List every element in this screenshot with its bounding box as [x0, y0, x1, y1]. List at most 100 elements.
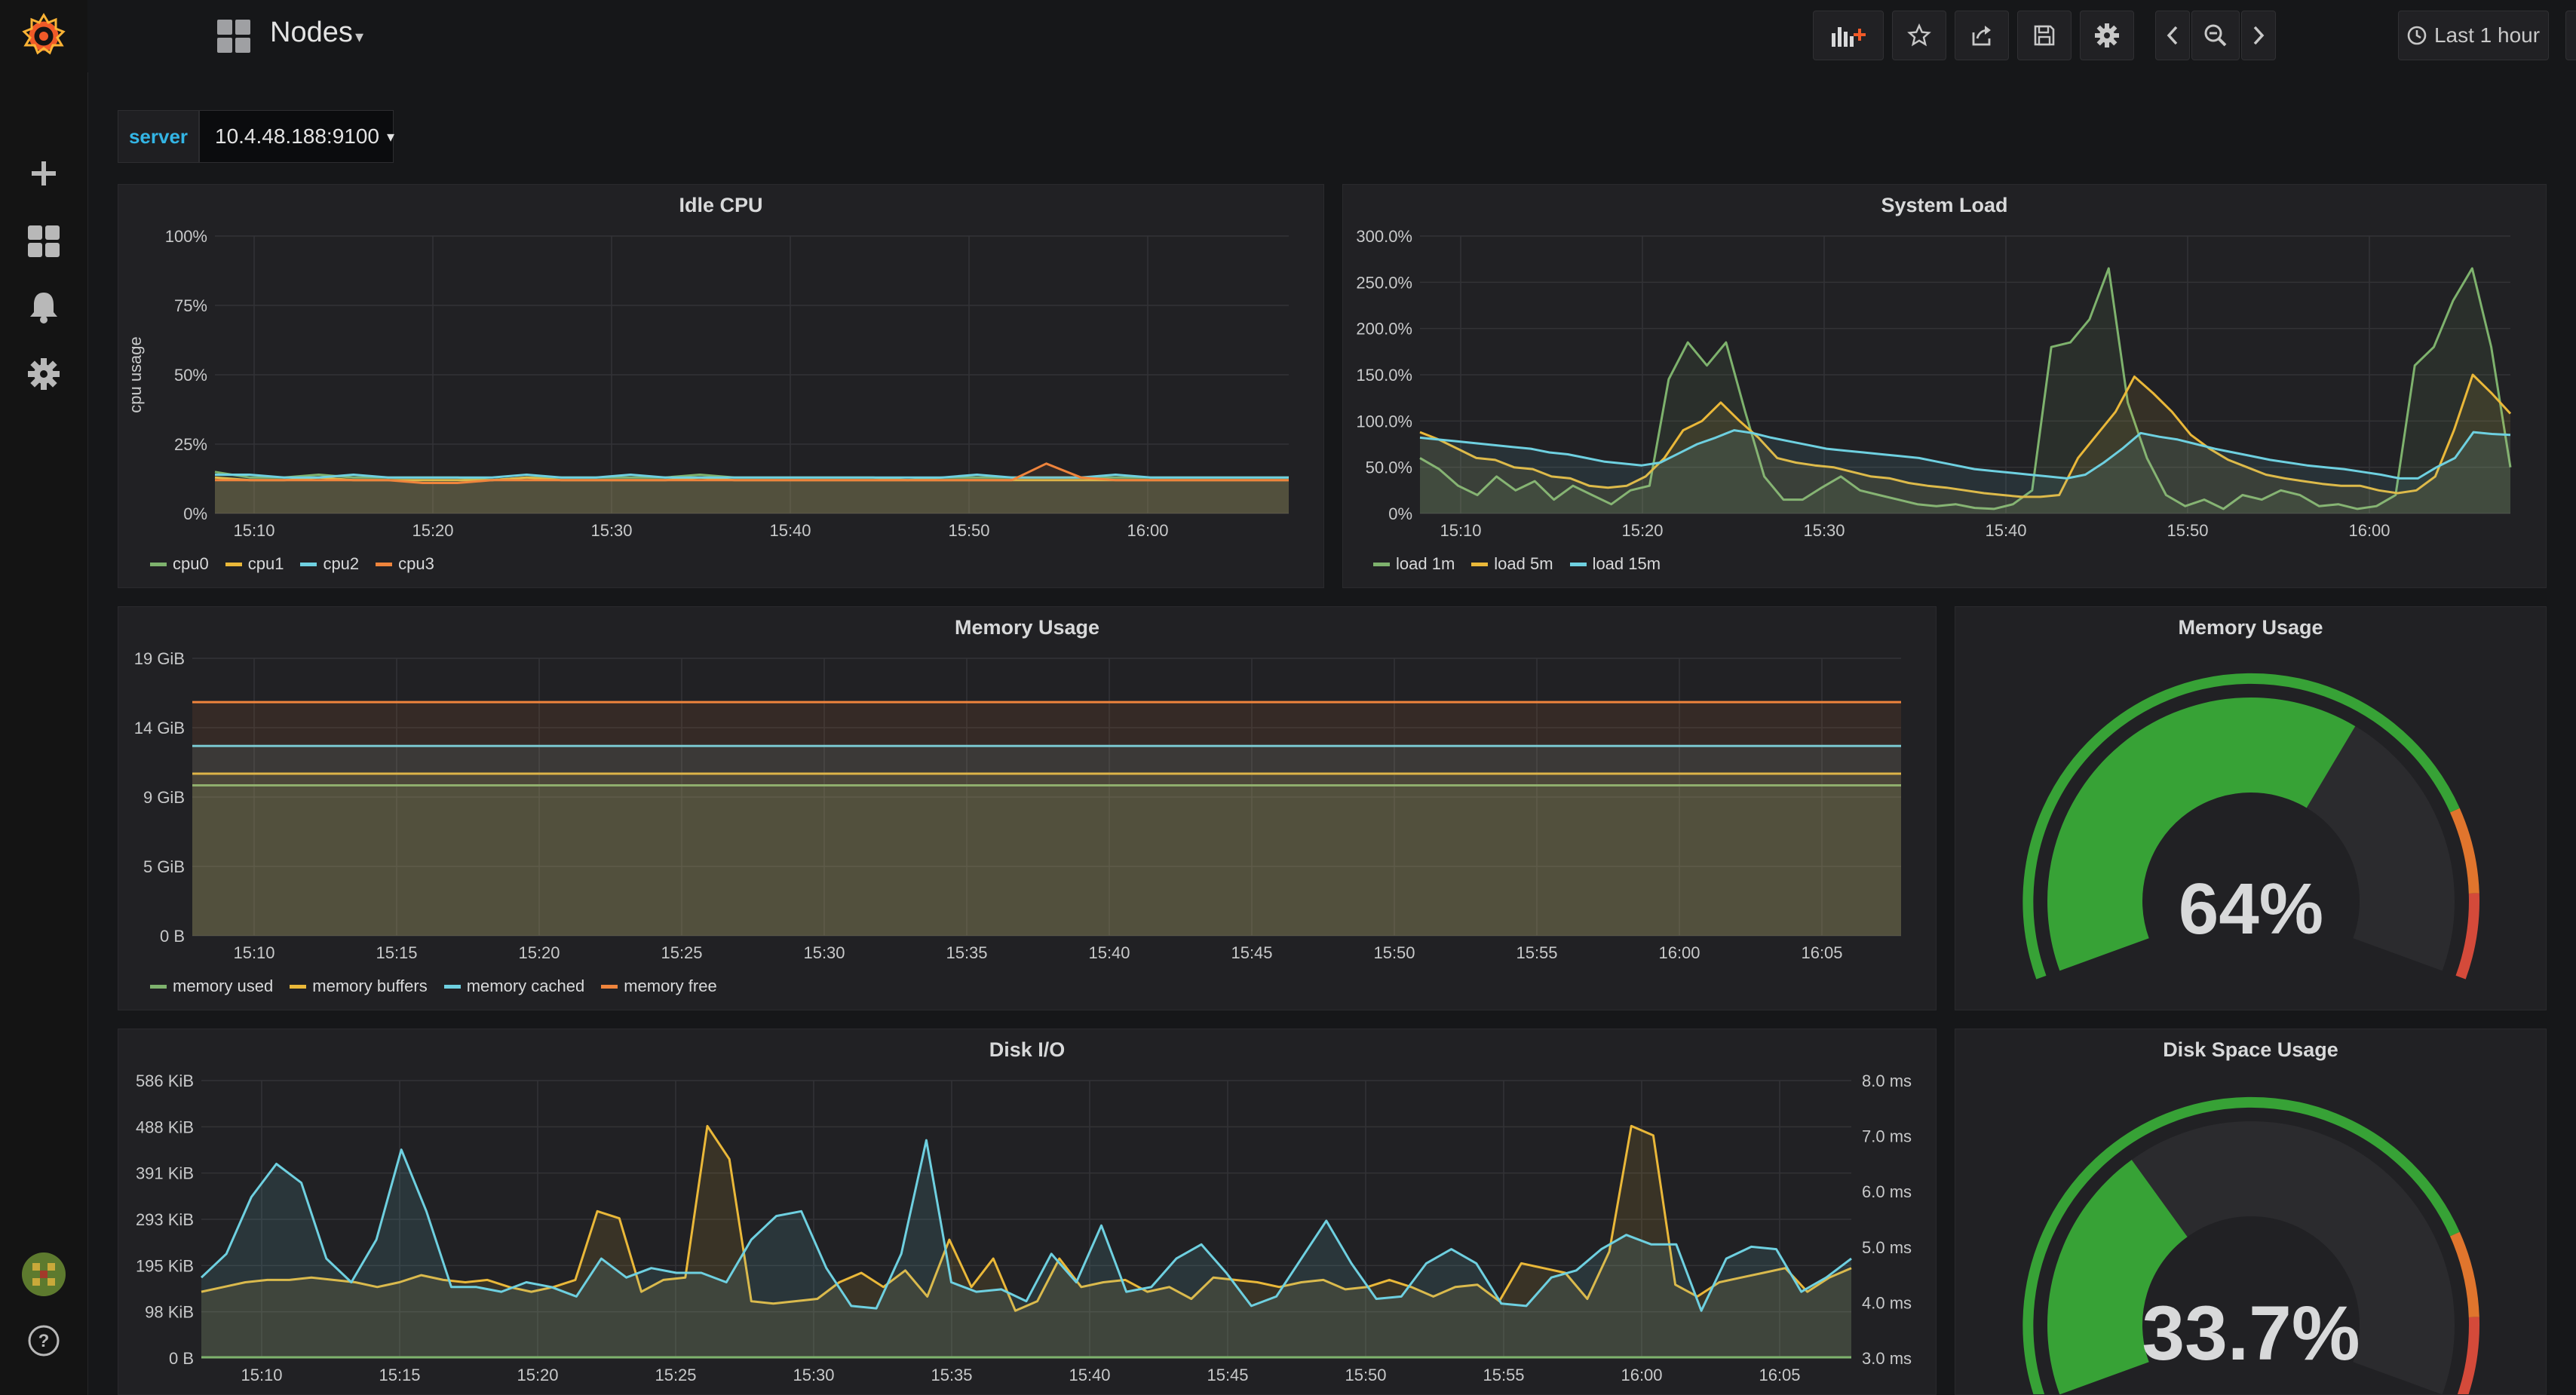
time-picker-button[interactable]: Last 1 hour	[2398, 11, 2549, 60]
panel-title[interactable]: Memory Usage	[954, 616, 1100, 639]
disk-io-chart[interactable]: 586 KiB 488 KiB 391 KiB 293 KiB 195 KiB 98 Ki…	[118, 1029, 1937, 1395]
gauge-value-arc	[2047, 698, 2356, 971]
series-area	[215, 474, 1289, 514]
legend-item[interactable]: cpu2	[300, 554, 359, 574]
legend-label: memory cached	[466, 976, 585, 995]
series-area	[201, 1126, 1851, 1358]
legend-item[interactable]: memory free	[601, 976, 717, 996]
memory-usage-graph-panel: Memory Usage 19 GiB 14 GiB 9 GiB 5 GiB 0 B 15…	[118, 606, 1937, 1010]
variable-label: server	[118, 110, 199, 163]
plus-icon[interactable]	[0, 140, 87, 207]
disk-io-panel: Disk I/O 586 KiB 488 KiB 391 KiB 293 KiB 195…	[118, 1029, 1937, 1395]
save-icon	[2034, 25, 2055, 46]
avatar[interactable]	[0, 1241, 87, 1308]
y2-tick-label: 3.0 ms	[1862, 1349, 1912, 1368]
gauge-threshold-warning	[2449, 1231, 2479, 1317]
x-tick-label: 16:00	[1127, 521, 1168, 540]
time-forward-button[interactable]	[2241, 11, 2276, 60]
grafana-logo-icon[interactable]	[0, 2, 87, 68]
chevron-down-icon[interactable]: ▾	[355, 27, 364, 46]
series-area	[215, 463, 1289, 514]
add-panel-button[interactable]	[1813, 11, 1884, 60]
legend-item[interactable]: load 5m	[1471, 554, 1553, 574]
series-line[interactable]	[215, 474, 1289, 479]
y-tick-label: 586 KiB	[136, 1072, 194, 1090]
memory-usage-chart[interactable]: 19 GiB 14 GiB 9 GiB 5 GiB 0 B 15:10 15:15 15:20…	[118, 607, 1937, 1010]
legend-item[interactable]: cpu1	[225, 554, 284, 574]
memory-usage-gauge: 64%	[2022, 673, 2479, 980]
legend-swatch	[150, 984, 167, 989]
legend-swatch	[443, 984, 461, 989]
zoom-out-button[interactable]	[2191, 11, 2240, 60]
x-tick-label: 15:30	[590, 521, 632, 540]
legend-item[interactable]: load 1m	[1373, 554, 1455, 574]
legend-label: cpu1	[247, 554, 284, 573]
series-area	[201, 1140, 1851, 1358]
gear-icon[interactable]	[0, 341, 87, 407]
legend-swatch	[150, 562, 167, 566]
legend-item[interactable]: cpu3	[376, 554, 434, 574]
time-back-button[interactable]	[2155, 11, 2190, 60]
x-tick-label: 15:40	[1088, 943, 1130, 962]
x-tick-label: 16:00	[2348, 521, 2390, 540]
settings-button[interactable]	[2080, 11, 2134, 60]
dashboard-grid-icon[interactable]	[0, 208, 87, 274]
legend-item[interactable]: memory used	[150, 976, 273, 996]
series-area	[215, 477, 1289, 514]
x-tick-label: 16:05	[1801, 943, 1842, 962]
help-circle-icon[interactable]: ?	[0, 1308, 87, 1374]
disk-space-gauge-panel: Disk Space Usage 33.7%	[1955, 1029, 2547, 1395]
series-line[interactable]	[201, 1124, 1852, 1312]
x-tick-label: 15:10	[233, 943, 274, 962]
panel-title[interactable]: Idle CPU	[679, 194, 763, 216]
bell-icon[interactable]	[0, 274, 87, 341]
x-tick-label: 15:35	[946, 943, 987, 962]
server-select[interactable]: 10.4.48.188:9100 ▾	[199, 110, 394, 163]
legend-label: load 1m	[1396, 554, 1455, 573]
panel-title[interactable]: Memory Usage	[2178, 616, 2323, 639]
share-button[interactable]	[1955, 11, 2009, 60]
x-tick-label: 15:10	[241, 1366, 282, 1384]
x-tick-label: 15:40	[769, 521, 811, 540]
x-tick-label: 15:15	[379, 1366, 420, 1384]
series-line[interactable]	[200, 1139, 1852, 1312]
y-tick-label: 9 GiB	[143, 788, 185, 807]
series-line[interactable]	[215, 462, 1289, 484]
legend-item[interactable]: memory cached	[443, 976, 585, 996]
dashboard-title[interactable]: Nodes	[270, 17, 353, 48]
gauge-threshold-ok	[2022, 673, 2460, 980]
add-panel-icon	[1832, 27, 1866, 47]
star-icon	[1907, 23, 1931, 47]
refresh-button[interactable]	[2565, 11, 2576, 60]
memory-usage-gauge-panel: Memory Usage 64%	[1955, 606, 2547, 1010]
idle-cpu-chart[interactable]: 100% 75% 50% 25% 0% 15:10 15:20 15:30 15:40 15:50…	[118, 185, 1324, 588]
star-button[interactable]	[1892, 11, 1946, 60]
system-load-chart[interactable]: 300.0% 250.0% 200.0% 150.0% 100.0% 50.0% 0% 15:…	[1343, 185, 2547, 588]
series-line[interactable]	[1419, 267, 2512, 510]
legend-item[interactable]: cpu0	[150, 554, 209, 574]
y-tick-label: 200.0%	[1356, 320, 1412, 339]
x-tick-label: 15:40	[1985, 521, 2026, 540]
legend-swatch	[1471, 562, 1489, 566]
x-tick-label: 15:15	[376, 943, 417, 962]
y-tick-label: 100%	[165, 227, 207, 246]
panel-title[interactable]: Disk I/O	[989, 1038, 1066, 1061]
x-tick-label: 15:20	[412, 521, 453, 540]
y-tick-label: 50%	[174, 366, 207, 385]
x-tick-label: 15:55	[1516, 943, 1557, 962]
x-tick-label: 15:25	[661, 943, 702, 962]
y-tick-label: 75%	[174, 296, 207, 315]
chart-legend: cpu0 cpu1 cpu2 cpu3	[150, 554, 434, 574]
disk-space-gauge: 33.7%	[2022, 1096, 2479, 1394]
save-button[interactable]	[2017, 11, 2072, 60]
panel-title[interactable]: Disk Space Usage	[2163, 1038, 2338, 1061]
series-line[interactable]	[1419, 429, 2511, 480]
panel-title[interactable]: System Load	[1881, 194, 2008, 216]
y-tick-label: 25%	[174, 435, 207, 454]
series-line[interactable]	[1419, 373, 2512, 498]
legend-item[interactable]: memory buffers	[290, 976, 428, 996]
chevron-left-icon	[2167, 26, 2178, 45]
legend-item[interactable]: load 15m	[1569, 554, 1661, 574]
y-tick-label: 488 KiB	[136, 1118, 194, 1136]
chart-legend: load 1m load 5m load 15m	[1373, 554, 1661, 574]
